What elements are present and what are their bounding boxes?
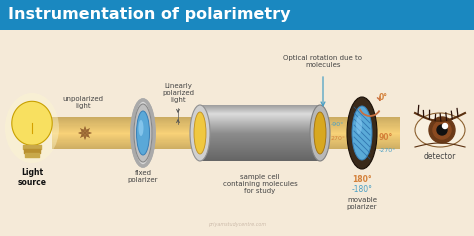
Ellipse shape	[190, 105, 210, 161]
Ellipse shape	[356, 116, 362, 134]
Ellipse shape	[5, 93, 59, 163]
Ellipse shape	[347, 97, 377, 169]
Text: detector: detector	[424, 152, 456, 161]
Text: Instrumentation of polarimetry: Instrumentation of polarimetry	[8, 8, 291, 22]
Text: 270°: 270°	[331, 135, 346, 140]
Text: -90°: -90°	[331, 122, 344, 127]
Text: sample cell
containing molecules
for study: sample cell containing molecules for stu…	[223, 174, 297, 194]
Circle shape	[429, 117, 455, 143]
Text: -180°: -180°	[352, 185, 373, 194]
Text: unpolarized
light: unpolarized light	[63, 96, 103, 109]
Ellipse shape	[137, 111, 149, 155]
Text: movable
polarizer: movable polarizer	[347, 197, 377, 210]
Ellipse shape	[415, 113, 465, 147]
Ellipse shape	[310, 105, 330, 161]
Text: 0°: 0°	[379, 93, 388, 102]
Text: 90°: 90°	[379, 134, 393, 143]
Text: -270°: -270°	[379, 148, 396, 153]
Text: Linearly
polarized
light: Linearly polarized light	[162, 83, 194, 103]
Text: Optical rotation due to
molecules: Optical rotation due to molecules	[283, 55, 363, 68]
Text: 180°: 180°	[352, 175, 372, 184]
Ellipse shape	[134, 104, 152, 162]
Ellipse shape	[194, 112, 206, 154]
Text: Light
source: Light source	[18, 168, 46, 187]
Bar	[0, 0, 474, 30]
Text: fixed
polarizer: fixed polarizer	[128, 170, 158, 183]
Circle shape	[433, 121, 451, 139]
Ellipse shape	[352, 106, 372, 160]
Ellipse shape	[131, 99, 155, 167]
Polygon shape	[12, 101, 52, 145]
Circle shape	[437, 125, 447, 135]
Ellipse shape	[314, 112, 326, 154]
Circle shape	[443, 123, 447, 128]
Text: priyamstudycentre.com: priyamstudycentre.com	[208, 222, 266, 227]
Ellipse shape	[138, 120, 144, 136]
